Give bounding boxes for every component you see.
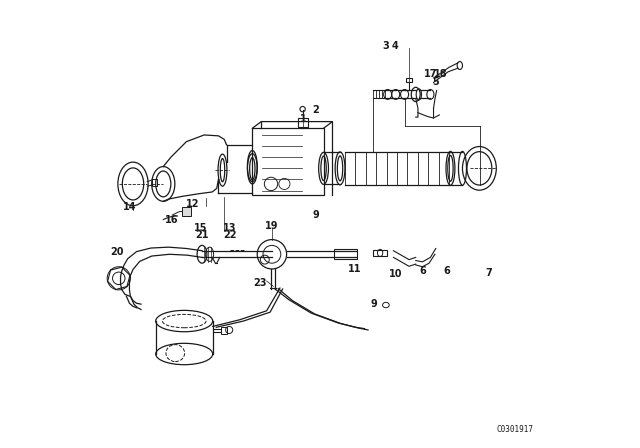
Text: 6: 6 [419, 266, 426, 276]
Text: 16: 16 [165, 215, 179, 225]
Text: 1: 1 [300, 114, 307, 125]
Bar [373, 250, 387, 256]
Text: 20: 20 [111, 246, 124, 257]
Text: 18: 18 [435, 69, 448, 78]
Bar [221, 327, 227, 333]
Bar [252, 128, 324, 195]
Text: 14: 14 [123, 202, 136, 212]
Bar [182, 207, 191, 216]
Bar [406, 78, 412, 82]
Bar [152, 179, 157, 186]
Text: 2: 2 [312, 105, 319, 116]
Text: 21: 21 [195, 230, 209, 240]
Text: 17: 17 [424, 69, 437, 78]
Text: 5: 5 [433, 77, 439, 86]
Text: 4: 4 [392, 41, 398, 51]
Text: 15: 15 [194, 224, 207, 233]
Text: 10: 10 [389, 269, 403, 279]
Bar [298, 118, 308, 127]
Text: 22: 22 [223, 230, 237, 240]
Text: 13: 13 [223, 224, 237, 233]
Text: 12: 12 [186, 199, 200, 209]
Text: 19: 19 [265, 221, 278, 231]
Text: 23: 23 [253, 278, 267, 288]
Text: C0301917: C0301917 [497, 425, 534, 434]
Text: 3: 3 [383, 41, 389, 51]
Text: 9: 9 [312, 210, 319, 220]
Bar [334, 249, 356, 259]
Text: 9: 9 [371, 299, 378, 309]
Text: 11: 11 [348, 263, 362, 274]
Text: 6: 6 [444, 266, 451, 276]
Text: 7: 7 [486, 268, 493, 278]
